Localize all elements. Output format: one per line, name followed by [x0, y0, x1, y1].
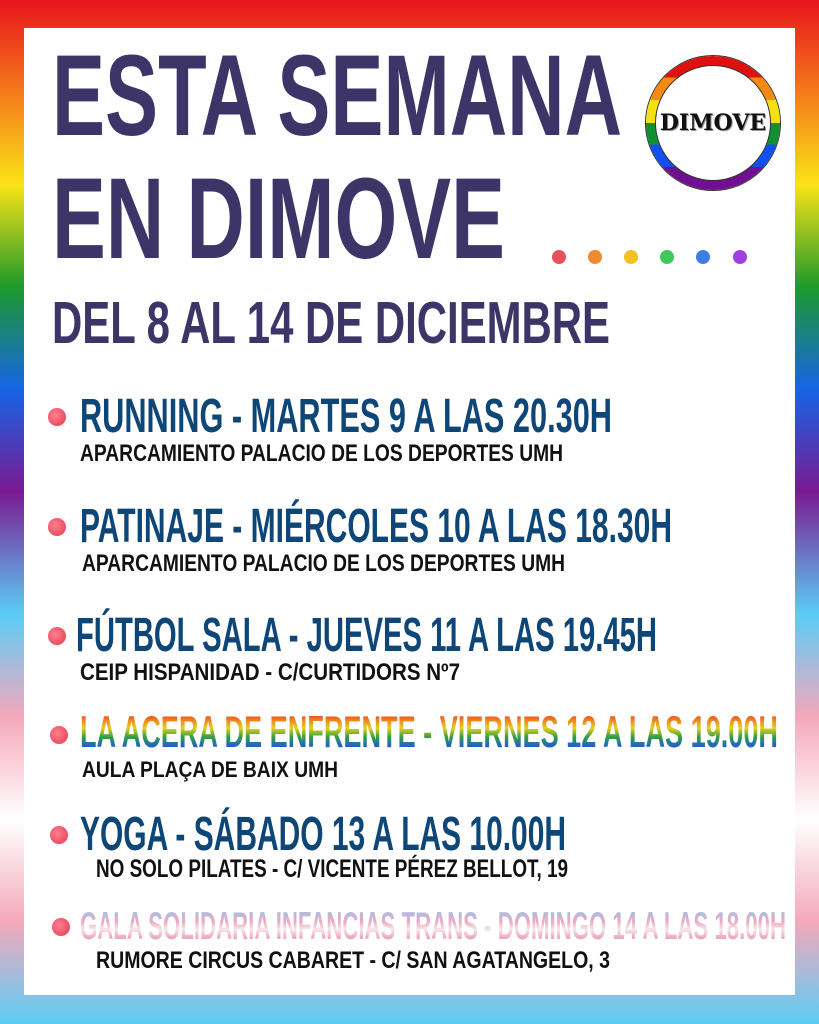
- color-dot-green: [660, 250, 674, 264]
- dimove-logo: DIMOVE: [646, 56, 780, 190]
- event-location: NO SOLO PILATES - C/ VICENTE PÉREZ BELLO…: [96, 855, 568, 883]
- bullet-icon: [50, 726, 68, 744]
- event-heading: PATINAJE - MIÉRCOLES 10 A LAS 18.30H: [80, 499, 672, 554]
- event-location: CEIP HISPANIDAD - C/CURTIDORS Nº7: [80, 660, 460, 687]
- event-location: RUMORE CIRCUS CABARET - C/ SAN AGATANGEL…: [96, 948, 610, 975]
- color-dot-yellow: [624, 250, 638, 264]
- event-heading: LA ACERA DE ENFRENTE - VIERNES 12 A LAS …: [80, 708, 778, 758]
- color-dot-purple: [733, 250, 747, 264]
- logo-text: DIMOVE: [659, 110, 767, 136]
- event-heading: GALA SOLIDARIA INFANCIAS TRANS - DOMINGO…: [80, 905, 786, 949]
- date-range: DEL 8 AL 14 DE DICIEMBRE: [52, 289, 610, 357]
- event-location: APARCAMIENTO PALACIO DE LOS DEPORTES UMH: [80, 441, 563, 468]
- color-dot-orange: [588, 250, 602, 264]
- event-heading: FÚTBOL SALA - JUEVES 11 A LAS 19.45H: [76, 608, 657, 663]
- bullet-icon: [50, 826, 68, 844]
- bullet-icon: [52, 918, 70, 936]
- color-dot-blue: [696, 250, 710, 264]
- bullet-icon: [48, 408, 66, 426]
- title-line-1: ESTA SEMANA: [52, 31, 622, 160]
- event-heading: YOGA - SÁBADO 13 A LAS 10.00H: [80, 807, 566, 862]
- event-location: AULA PLAÇA DE BAIX UMH: [82, 756, 338, 782]
- bullet-icon: [48, 518, 66, 536]
- poster-panel: [24, 28, 795, 995]
- bullet-icon: [48, 627, 66, 645]
- event-location: APARCAMIENTO PALACIO DE LOS DEPORTES UMH: [82, 551, 565, 578]
- color-dot-red: [552, 250, 566, 264]
- logo-inner: DIMOVE: [656, 66, 770, 180]
- event-heading: RUNNING - MARTES 9 A LAS 20.30H: [80, 389, 612, 444]
- title-line-2: EN DIMOVE: [52, 154, 505, 283]
